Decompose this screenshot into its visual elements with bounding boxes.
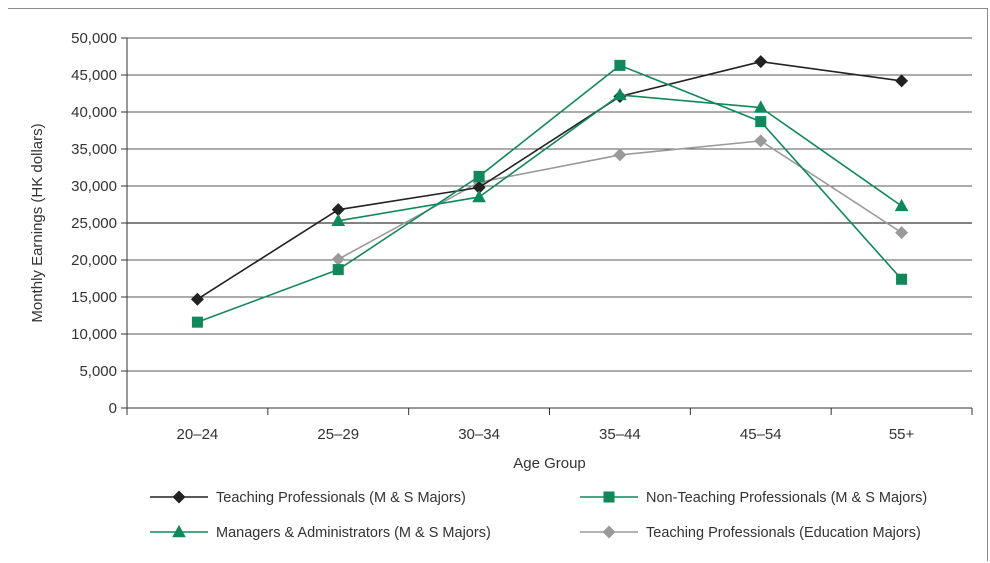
series-2 [331, 87, 909, 226]
legend-item-2: Managers & Administrators (M & S Majors) [150, 524, 491, 541]
data-point [895, 226, 909, 240]
legend: Teaching Professionals (M & S Majors) No… [150, 490, 927, 541]
x-tick-label: 55+ [889, 426, 915, 443]
data-point [191, 316, 203, 328]
x-tick-label: 30–34 [458, 426, 500, 443]
legend-swatch-0 [150, 490, 208, 504]
legend-marker [602, 525, 616, 539]
series-line [196, 60, 902, 300]
y-tick-label: 15,000 [71, 289, 117, 306]
y-tick-label: 45,000 [71, 67, 117, 84]
data-point [473, 170, 485, 182]
y-tick-label: 35,000 [71, 141, 117, 158]
data-point [331, 203, 345, 217]
legend-item-3: Teaching Professionals (Education Majors… [580, 525, 921, 541]
data-point [472, 180, 486, 194]
y-tick-label: 30,000 [71, 178, 117, 195]
x-tick-label: 25–29 [317, 426, 359, 443]
legend-label-0: Teaching Professionals (M & S Majors) [216, 490, 466, 506]
y-tick-label: 10,000 [71, 326, 117, 343]
chart-frame [8, 8, 988, 561]
y-tick-label: 25,000 [71, 215, 117, 232]
x-tick-label: 20–24 [177, 426, 219, 443]
legend-label-2: Managers & Administrators (M & S Majors) [216, 525, 491, 541]
legend-swatch-3 [580, 525, 638, 539]
y-tick-label: 5,000 [79, 363, 117, 380]
data-point [472, 189, 486, 203]
legend-swatch-1 [580, 491, 638, 503]
axes: Monthly Earnings (HK dollars) Age Group … [29, 30, 973, 472]
y-tick-label: 50,000 [71, 30, 117, 47]
y-tick-label: 20,000 [71, 252, 117, 269]
data-point [613, 87, 627, 101]
data-point [896, 273, 908, 285]
legend-swatch-2 [150, 524, 208, 538]
legend-label-1: Non-Teaching Professionals (M & S Majors… [646, 490, 927, 506]
data-point [614, 59, 626, 71]
data-point [613, 148, 627, 162]
legend-marker [172, 524, 186, 538]
data-point [331, 252, 345, 266]
y-tick-label: 0 [109, 400, 117, 417]
x-tick-label: 35–44 [599, 426, 641, 443]
data-point [754, 55, 768, 69]
legend-item-1: Non-Teaching Professionals (M & S Majors… [580, 490, 927, 506]
series-1 [191, 59, 908, 328]
series-3 [331, 134, 909, 266]
data-point [754, 134, 768, 148]
legend-item-0: Teaching Professionals (M & S Majors) [150, 490, 466, 506]
data-point [331, 213, 346, 226]
data-point [753, 100, 768, 113]
gridlines [127, 37, 972, 372]
y-axis-label: Monthly Earnings (HK dollars) [29, 123, 46, 322]
data-point [894, 198, 909, 212]
series-0 [190, 55, 909, 306]
x-tick-label: 45–54 [740, 426, 782, 443]
legend-marker [603, 491, 615, 503]
series-line [197, 64, 903, 323]
data-point [895, 74, 909, 88]
x-axis-label: Age Group [513, 455, 586, 472]
data-point [190, 292, 204, 306]
legend-label-3: Teaching Professionals (Education Majors… [646, 525, 921, 541]
data-point [755, 116, 767, 128]
y-tick-label: 40,000 [71, 104, 117, 121]
legend-marker [172, 490, 186, 504]
series-group [190, 55, 909, 328]
data-point [332, 264, 344, 276]
